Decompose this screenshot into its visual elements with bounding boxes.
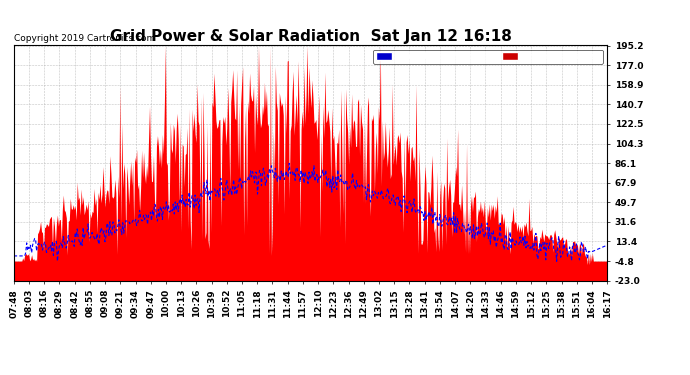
Legend: Radiation (W/m2), Grid (AC Watts): Radiation (W/m2), Grid (AC Watts) xyxy=(373,50,602,64)
Title: Grid Power & Solar Radiation  Sat Jan 12 16:18: Grid Power & Solar Radiation Sat Jan 12 … xyxy=(110,29,511,44)
Text: Copyright 2019 Cartronics.com: Copyright 2019 Cartronics.com xyxy=(14,34,155,43)
